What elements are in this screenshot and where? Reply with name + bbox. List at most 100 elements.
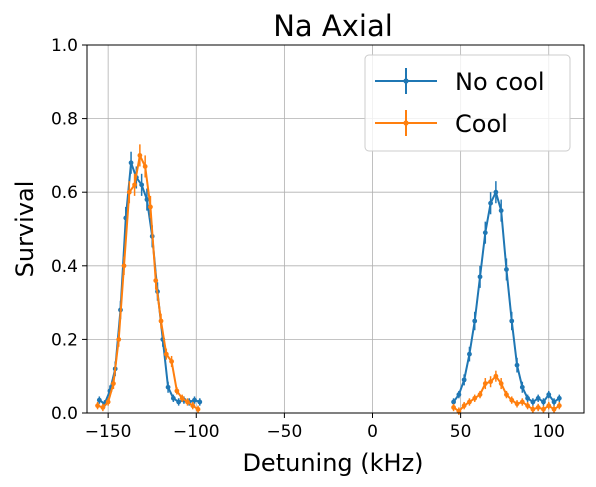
data-point-cool [546,403,552,409]
data-point-cool [556,403,562,409]
x-axis-ticks: −150 −100 −50 0 50 100 [85,413,565,442]
data-point-no-cool [504,267,509,272]
data-point-cool [153,278,159,283]
data-point-no-cool [467,351,472,357]
data-point-cool [498,381,504,386]
data-point-no-cool [456,392,462,397]
data-point-cool [525,403,531,409]
x-tick-label: −150 [85,422,132,442]
chart-title: Na Axial [273,9,393,43]
data-point-cool [482,381,488,386]
data-point-no-cool [535,395,541,401]
legend: No cool Cool [364,54,571,152]
data-point-cool [95,403,100,409]
data-point-cool [451,405,456,410]
data-point-no-cool [493,189,499,195]
data-point-no-cool [192,397,197,403]
series-no-cool [96,151,562,408]
data-point-no-cool [128,160,134,166]
data-point-cool [488,379,493,385]
data-point-no-cool [530,399,536,405]
x-axis-label: Detuning (kHz) [242,449,423,477]
data-point-no-cool [176,399,182,405]
data-point-no-cool [472,318,478,324]
legend-entry-cool: Cool [375,110,508,138]
data-point-no-cool [96,397,102,403]
data-point-cool [541,406,546,412]
data-point-cool [148,204,153,210]
data-point-cool [126,189,132,195]
data-point-cool [472,395,478,401]
data-point-cool [509,397,515,403]
data-point-no-cool [144,197,150,202]
data-point-cool [132,182,137,188]
data-point-cool [185,399,190,405]
y-tick-label: 0.6 [51,183,78,203]
data-point-cool [105,399,111,405]
data-point-no-cool [509,318,515,324]
data-point-no-cool [541,399,546,405]
legend-marker-cool [403,120,409,126]
data-point-cool [493,373,499,379]
data-point-cool [121,263,127,269]
y-tick-label: 0.0 [51,404,78,424]
data-point-cool [535,405,541,410]
data-point-no-cool [514,362,520,368]
data-point-no-cool [451,399,456,405]
data-point-cool [530,406,536,412]
y-tick-label: 0.2 [51,330,78,350]
data-point-cool [179,395,185,401]
data-point-no-cool [498,208,504,214]
data-point-cool [137,153,143,158]
legend-box [364,54,571,152]
legend-marker-no-cool [403,78,409,84]
data-point-cool [158,318,164,324]
x-tick-label: −100 [173,422,220,442]
data-point-cool [163,351,169,357]
data-point-no-cool [546,392,552,397]
legend-entry-no-cool: No cool [375,68,545,96]
series-cool [95,144,562,415]
data-point-no-cool [197,399,203,405]
x-tick-label: 100 [533,422,565,442]
data-point-cool [116,337,122,342]
y-tick-label: 1.0 [51,36,78,56]
data-point-no-cool [482,230,488,236]
data-point-no-cool [519,384,525,390]
data-point-cool [100,405,106,410]
plot-frame [86,44,585,414]
data-point-no-cool [551,399,557,405]
y-axis-label: Survival [11,181,39,278]
data-point-no-cool [170,395,176,401]
data-point-no-cool [165,384,171,390]
data-point-cool [142,164,148,169]
data-point-no-cool [488,200,493,206]
data-point-no-cool [525,395,531,401]
data-point-cool [190,403,196,409]
data-point-cool [519,399,525,405]
data-point-cool [169,359,174,364]
data-point-cool [477,392,483,397]
series-layer [95,144,562,415]
y-axis-ticks: 0.0 0.2 0.4 0.6 0.8 1.0 [51,36,87,424]
legend-label-cool: Cool [455,110,508,138]
data-point-cool [111,381,116,386]
data-point-no-cool [461,377,467,383]
data-point-cool [467,399,472,405]
x-tick-label: 50 [450,422,472,442]
data-point-cool [461,403,467,409]
series-line-no-cool [452,191,560,403]
data-point-cool [195,406,201,412]
legend-label-no-cool: No cool [455,68,545,96]
series-line-cool [97,154,199,411]
data-point-cool [456,408,462,414]
data-point-cool [174,388,180,394]
data-point-no-cool [139,182,145,188]
x-tick-label: −50 [266,422,302,442]
data-point-cool [504,392,509,397]
data-point-cool [551,406,557,412]
data-point-no-cool [556,395,562,401]
y-tick-label: 0.8 [51,110,78,130]
data-point-cool [514,401,520,407]
